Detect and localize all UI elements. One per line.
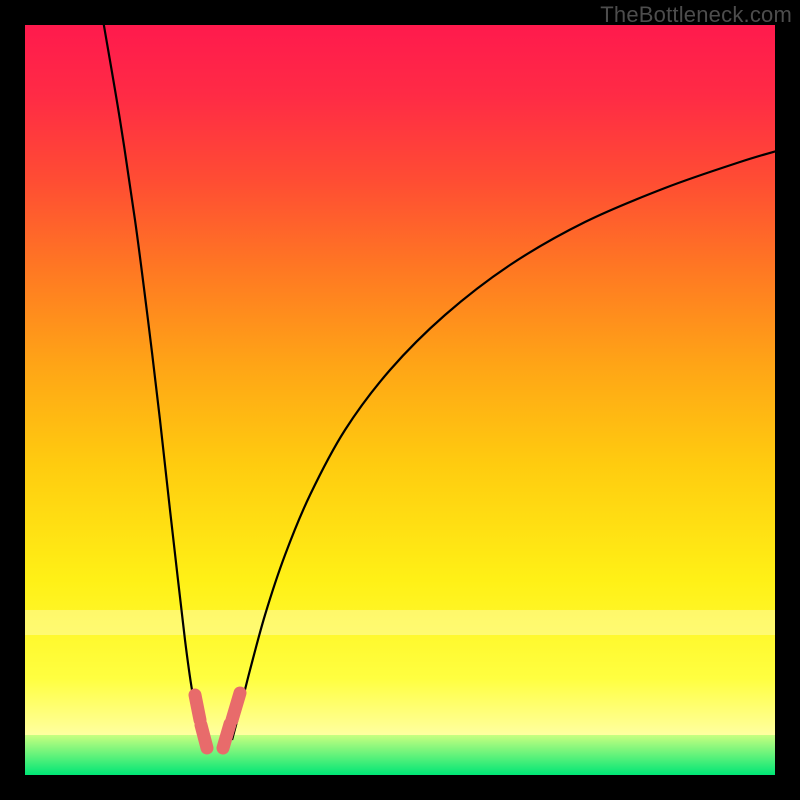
marker-dash	[201, 725, 207, 748]
marker-dash	[223, 724, 230, 748]
bottleneck-chart	[0, 0, 800, 800]
marker-dash	[232, 693, 240, 720]
marker-dash	[195, 695, 200, 720]
chart-container: TheBottleneck.com	[0, 0, 800, 800]
watermark-text: TheBottleneck.com	[600, 2, 792, 28]
green-zone	[25, 735, 775, 775]
pale-band	[25, 610, 775, 635]
